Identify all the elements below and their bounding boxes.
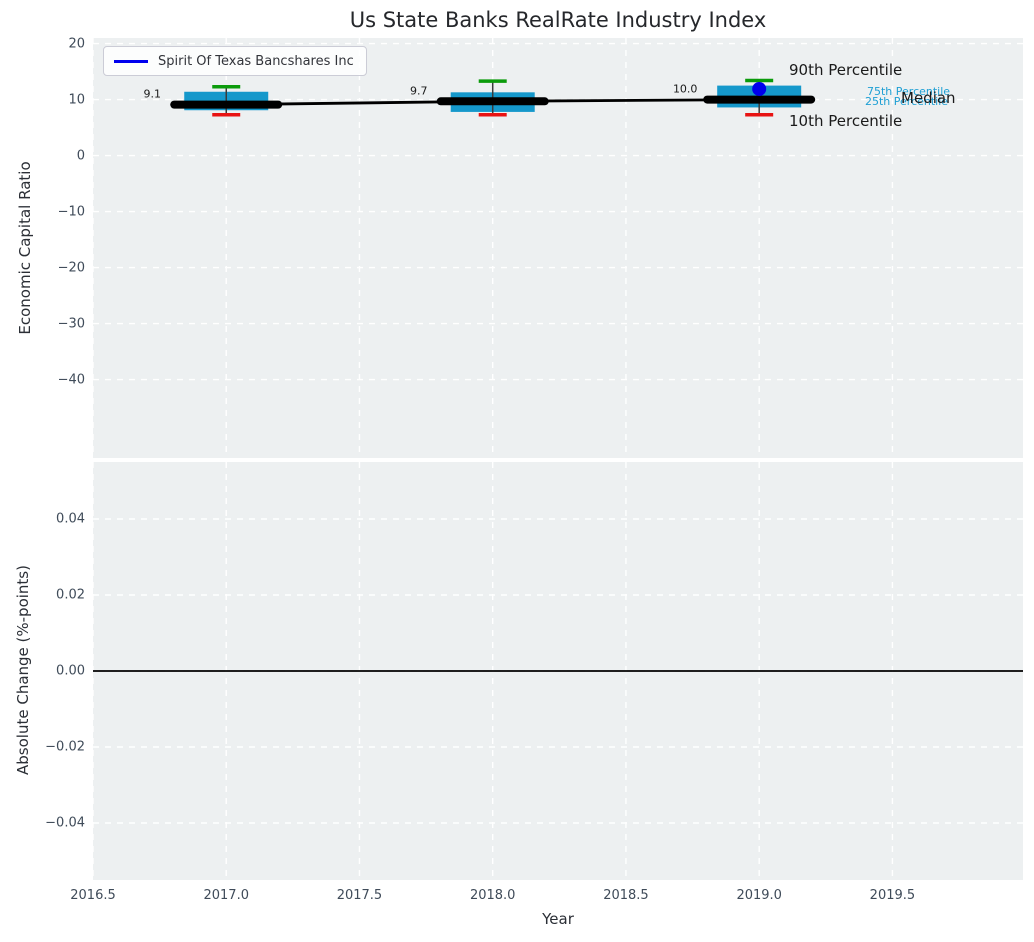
- y-axis-label-top: Economic Capital Ratio: [16, 161, 34, 335]
- legend-line-sample: [114, 59, 148, 63]
- median-value-label: 10.0: [673, 83, 698, 96]
- y-tick-label-top: −20: [57, 260, 85, 276]
- x-axis-label: Year: [542, 910, 574, 928]
- legend-label: Spirit Of Texas Bancshares Inc: [158, 53, 354, 69]
- y-tick-label-bottom: −0.04: [45, 815, 85, 831]
- median-value-label: 9.7: [410, 84, 428, 97]
- change-canvas: [93, 462, 1023, 880]
- y-tick-label-top: 20: [68, 36, 85, 52]
- y-tick-label-top: −30: [57, 316, 85, 332]
- company-point: [752, 81, 767, 96]
- y-axis-label-bottom: Absolute Change (%-points): [14, 565, 32, 775]
- y-tick-label-bottom: 0.00: [56, 663, 85, 679]
- x-tick-label: 2017.0: [203, 888, 249, 903]
- y-tick-label-bottom: 0.04: [56, 511, 85, 527]
- x-tick-label: 2019.5: [869, 888, 916, 903]
- legend: Spirit Of Texas Bancshares Inc: [103, 46, 367, 76]
- annotation-90th-percentile: 90th Percentile: [789, 61, 903, 79]
- y-tick-label-bottom: 0.02: [56, 587, 85, 603]
- x-tick-label: 2017.5: [336, 888, 383, 903]
- annotation-10th-percentile: 10th Percentile: [789, 112, 903, 130]
- y-tick-label-top: −40: [57, 372, 85, 388]
- annotation-75th-percentile: 75th Percentile: [867, 85, 951, 98]
- y-tick-label-bottom: −0.02: [45, 739, 85, 755]
- median-value-label: 9.1: [143, 88, 161, 101]
- axes-absolute-change: [93, 462, 1023, 880]
- annotation-median: Median: [901, 89, 956, 107]
- boxplot-canvas: 9.1 9.7 10.0: [93, 38, 1023, 458]
- x-tick-label: 2018.0: [469, 888, 516, 903]
- x-tick-label: 2019.0: [736, 888, 782, 903]
- axes-economic-capital-ratio: 9.1 9.7 10.0: [93, 38, 1023, 458]
- y-tick-label-top: 0: [76, 148, 85, 164]
- x-tick-label: 2016.5: [70, 888, 116, 903]
- annotation-25th-percentile: 25th Percentile: [865, 95, 949, 108]
- y-tick-label-top: 10: [68, 92, 85, 108]
- chart-title: Us State Banks RealRate Industry Index: [349, 8, 767, 32]
- y-tick-label-top: −10: [57, 204, 85, 220]
- x-tick-label: 2018.5: [603, 888, 649, 903]
